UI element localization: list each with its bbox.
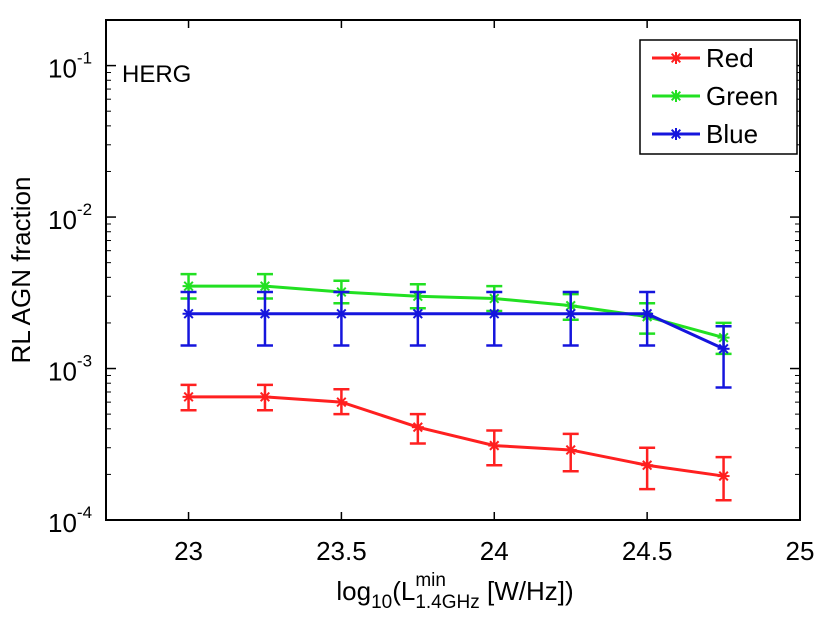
data-point	[564, 443, 577, 456]
y-tick-base: 10	[48, 205, 77, 235]
marker-stroke	[412, 422, 423, 433]
y-tick-exponent: -1	[77, 49, 92, 68]
data-point	[717, 342, 730, 355]
marker-stroke	[670, 52, 682, 64]
x-tick-label: 23.5	[316, 536, 367, 566]
legend-label: Green	[706, 81, 778, 111]
series-layer	[180, 272, 732, 502]
y-tick-base: 10	[48, 508, 77, 538]
x-tick-label: 25	[786, 536, 815, 566]
legend-marker	[670, 90, 682, 102]
y-tick-label: 10-4	[48, 503, 92, 538]
marker-stroke	[259, 391, 271, 402]
x-label-prefix: log	[336, 576, 371, 606]
y-tick-exponent: -3	[77, 352, 92, 371]
marker-stroke	[336, 397, 347, 408]
series-line	[188, 312, 725, 351]
x-label-sup: min	[415, 570, 446, 591]
legend-marker	[670, 52, 682, 64]
x-axis-label: log10(Lmin 1.4GHz [W/Hz])	[336, 570, 573, 613]
marker-stroke	[183, 391, 194, 402]
data-point	[182, 280, 195, 293]
x-tick-label: 24	[480, 536, 509, 566]
data-point	[335, 307, 348, 320]
y-tick-label: 10-1	[48, 49, 92, 84]
data-point	[564, 307, 577, 320]
plot-frame	[105, 19, 801, 521]
data-point	[411, 307, 424, 320]
series-line	[188, 395, 724, 478]
marker-stroke	[670, 128, 682, 140]
data-point	[641, 459, 654, 472]
marker-stroke	[183, 308, 194, 319]
x-label-open: (L	[392, 576, 415, 606]
marker-stroke	[412, 308, 423, 319]
error-bar	[715, 325, 732, 389]
legend-label: Blue	[706, 119, 758, 149]
data-point	[411, 421, 424, 434]
legend-item-green: Green	[652, 81, 778, 111]
y-tick-exponent: -4	[77, 503, 92, 522]
marker-stroke	[489, 440, 500, 451]
x-tick-label: 24.5	[622, 536, 673, 566]
data-point	[717, 470, 730, 483]
x-label-sub: 1.4GHz	[415, 592, 479, 613]
marker-stroke	[718, 343, 729, 354]
y-tick-base: 10	[48, 54, 77, 84]
legend-label: Red	[706, 43, 754, 73]
marker-stroke	[489, 308, 500, 319]
y-tick-label: 10-3	[48, 352, 92, 387]
x-label-suffix: [W/Hz])	[480, 576, 574, 606]
marker-stroke	[259, 281, 271, 292]
marker-stroke	[642, 308, 653, 319]
x-tick-label: 23	[174, 536, 203, 566]
data-point	[182, 307, 195, 320]
data-point	[182, 390, 195, 403]
marker-stroke	[718, 471, 729, 482]
legend-items: Red Green Blue	[652, 43, 778, 149]
y-axis-label: RL AGN fraction	[6, 177, 36, 364]
data-point	[641, 307, 654, 320]
data-point	[258, 390, 271, 403]
marker-stroke	[670, 90, 682, 102]
series-red	[180, 383, 732, 502]
data-point	[488, 439, 501, 452]
herg-annotation: HERG	[122, 61, 191, 88]
marker-stroke	[642, 460, 653, 471]
y-tick-label: 10-2	[48, 200, 92, 235]
data-point	[488, 307, 501, 320]
marker-stroke	[183, 281, 194, 292]
data-point	[258, 307, 271, 320]
series-blue	[180, 290, 732, 389]
y-tick-base: 10	[48, 357, 77, 387]
marker-stroke	[565, 444, 576, 455]
y-tick-exponent: -2	[77, 200, 92, 219]
marker-stroke	[336, 308, 347, 319]
legend-item-blue: Blue	[652, 119, 758, 149]
data-point	[258, 280, 271, 293]
x-label-prefix-sub: 10	[371, 592, 392, 613]
legend-marker	[670, 128, 682, 140]
marker-stroke	[259, 308, 271, 319]
legend: Red Green Blue	[639, 39, 798, 155]
data-point	[335, 396, 348, 409]
legend-item-red: Red	[652, 43, 754, 73]
marker-stroke	[565, 308, 576, 319]
